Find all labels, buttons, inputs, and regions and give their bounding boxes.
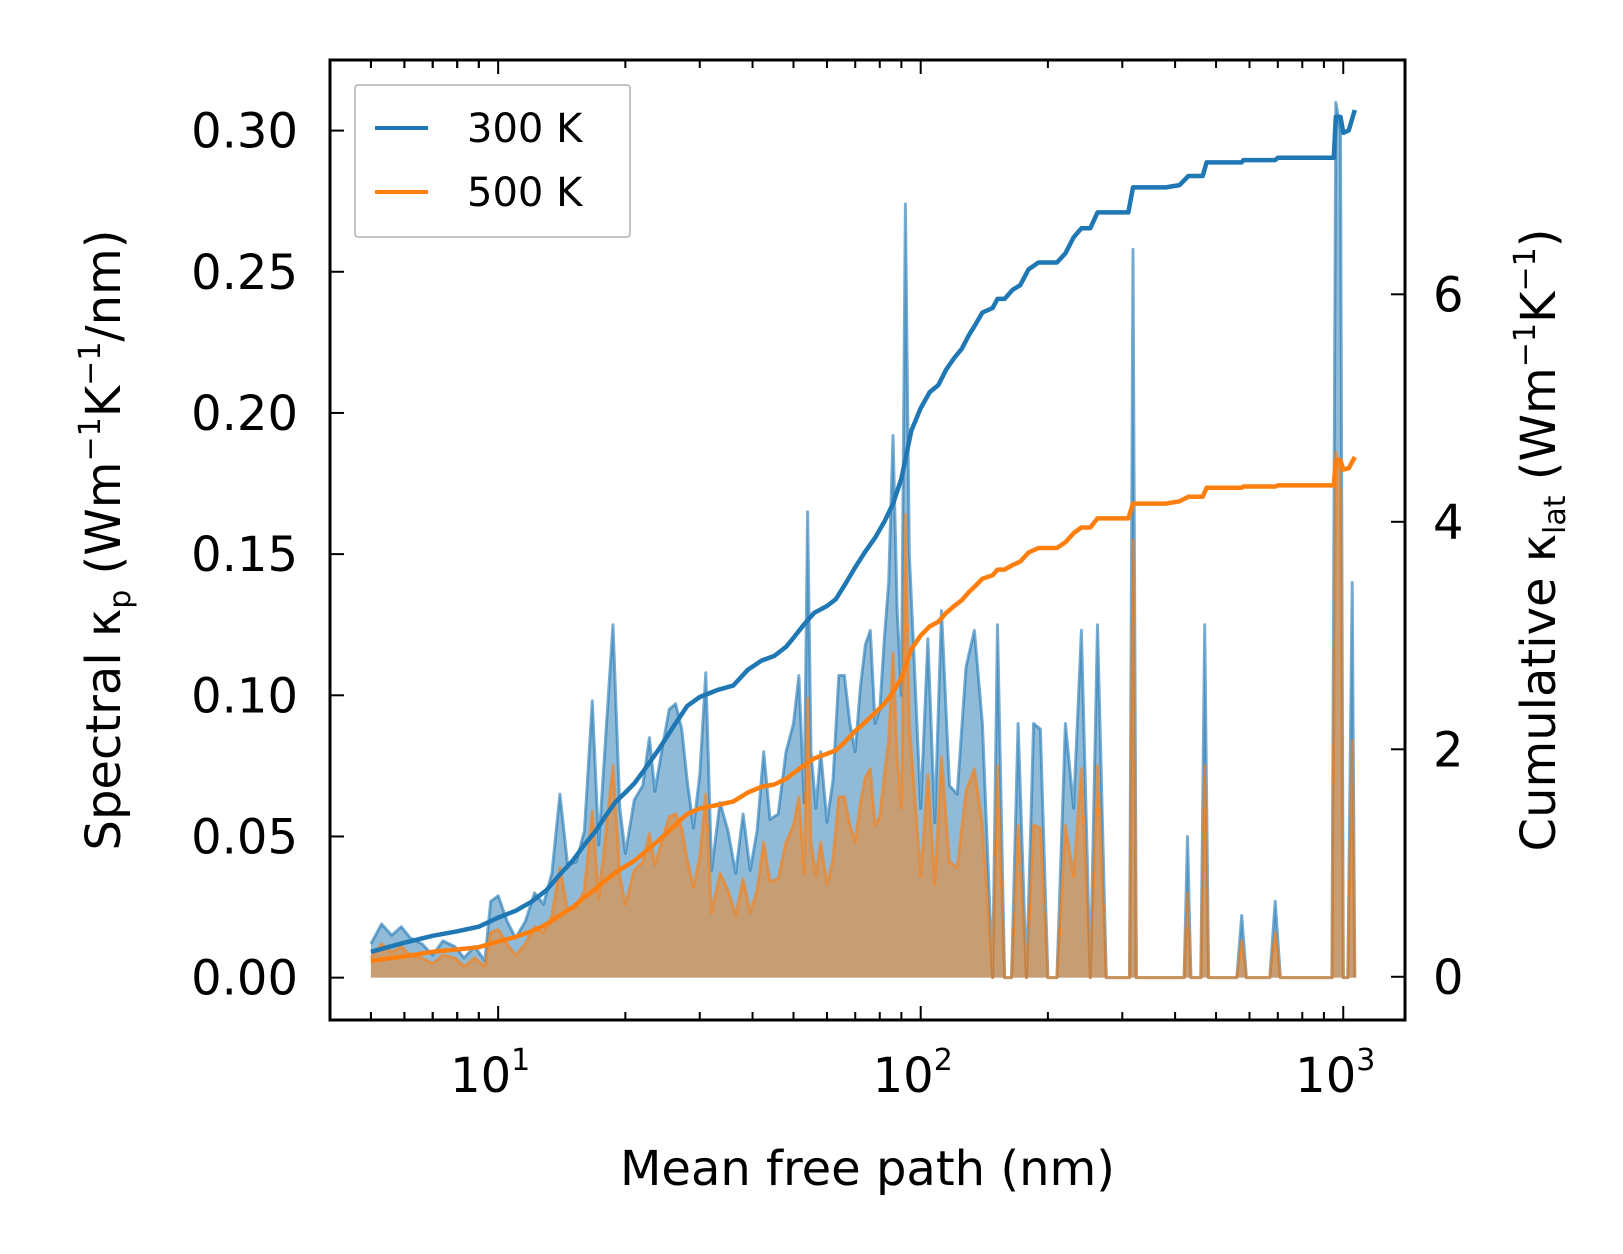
right-y-axis-title: Cumulative κlat (Wm−1K−1) <box>1508 229 1573 852</box>
left-y-axis-title: Spectral κp (Wm−1K−1/nm) <box>73 230 138 851</box>
legend-label-500k: 500 K <box>467 170 584 216</box>
x-axis: 101 102 103 <box>329 60 1375 1104</box>
left-y-tick-label: 0.05 <box>191 809 298 865</box>
right-y-axis: 0 2 4 6 <box>1391 267 1464 1006</box>
left-y-tick-label: 0.00 <box>191 951 298 1007</box>
cumulative-line-300k <box>370 109 1357 954</box>
cumulative-lines <box>370 109 1357 964</box>
left-y-tick-label: 0.10 <box>191 668 298 724</box>
plot-frame <box>328 58 1407 1022</box>
left-y-axis: 0.00 0.05 0.10 0.15 0.20 0.25 0.30 <box>191 104 344 1007</box>
left-y-tick-label: 0.30 <box>191 104 298 160</box>
right-y-tick-label: 4 <box>1433 495 1464 551</box>
left-y-tick-label: 0.25 <box>191 245 298 301</box>
legend-label-300k: 300 K <box>467 106 584 152</box>
left-y-tick-label: 0.15 <box>191 527 298 583</box>
x-tick-label: 103 <box>1295 1043 1375 1104</box>
right-y-tick-label: 0 <box>1433 950 1464 1006</box>
left-y-tick-label: 0.20 <box>191 386 298 442</box>
x-axis-title: Mean free path (nm) <box>620 1141 1115 1197</box>
right-y-tick-label: 6 <box>1433 267 1464 323</box>
x-tick-label: 101 <box>450 1043 530 1104</box>
legend-box <box>354 84 631 238</box>
x-tick-label: 102 <box>873 1043 953 1104</box>
legend: 300 K 500 K <box>354 84 631 238</box>
cumulative-line-500k <box>370 455 1357 964</box>
right-y-tick-label: 2 <box>1433 722 1464 778</box>
